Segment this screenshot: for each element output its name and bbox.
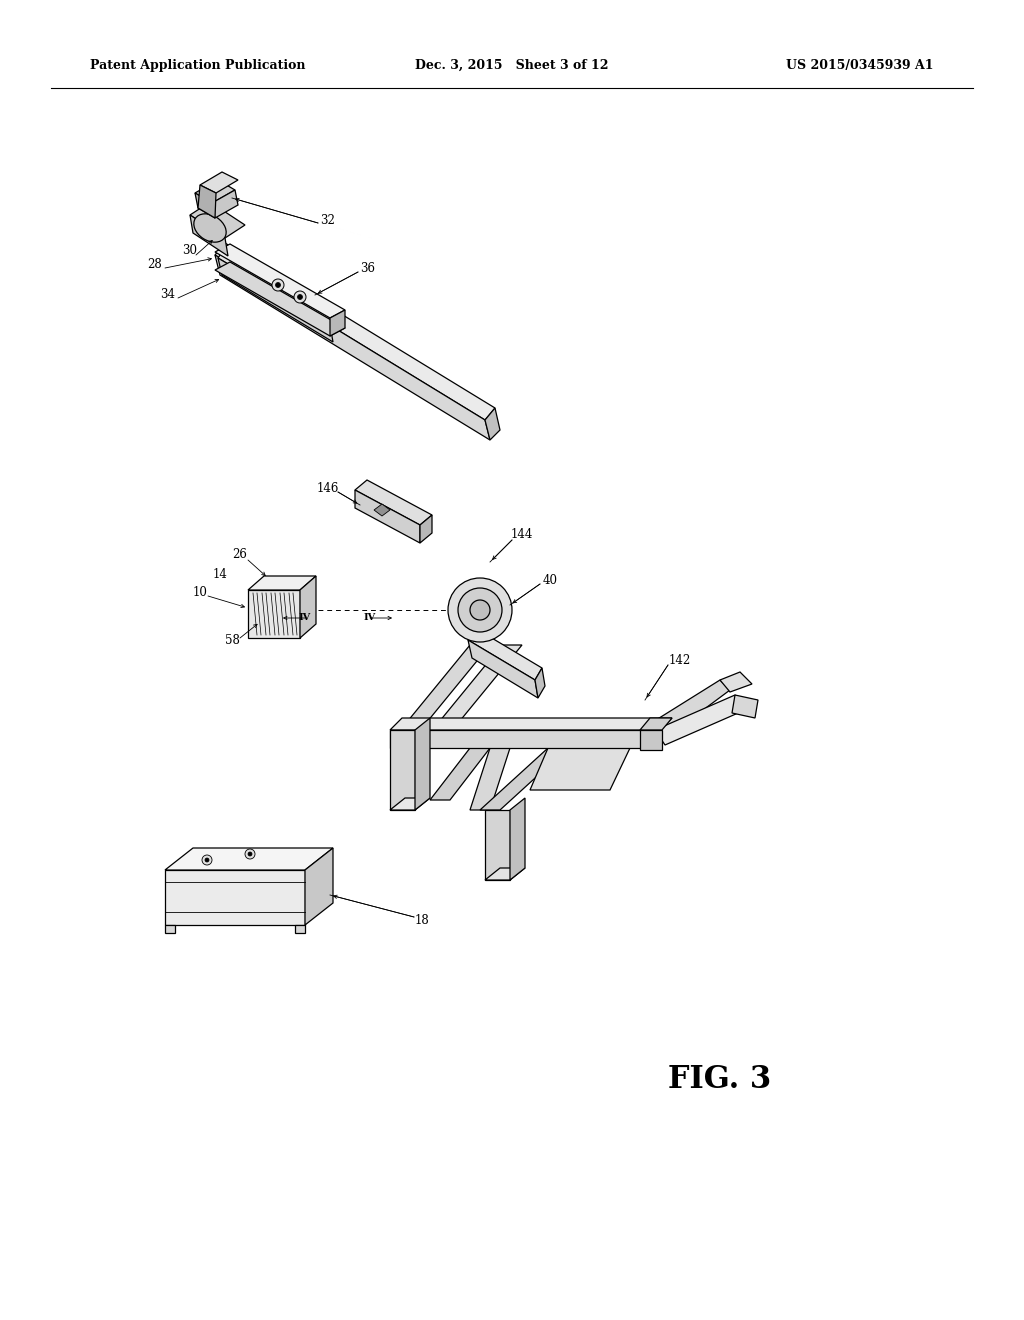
Polygon shape: [398, 733, 418, 748]
Circle shape: [470, 601, 490, 620]
Polygon shape: [215, 243, 495, 420]
Polygon shape: [295, 925, 305, 933]
Polygon shape: [165, 925, 175, 933]
Polygon shape: [215, 244, 345, 318]
Polygon shape: [732, 696, 758, 718]
Text: Dec. 3, 2015   Sheet 3 of 12: Dec. 3, 2015 Sheet 3 of 12: [416, 58, 608, 71]
Ellipse shape: [194, 214, 226, 242]
Polygon shape: [374, 504, 390, 516]
Polygon shape: [195, 180, 234, 203]
Polygon shape: [480, 748, 568, 810]
Text: 18: 18: [415, 913, 429, 927]
Polygon shape: [390, 799, 430, 810]
Polygon shape: [190, 202, 245, 238]
Polygon shape: [190, 215, 228, 256]
Polygon shape: [390, 718, 672, 730]
Polygon shape: [398, 645, 490, 733]
Polygon shape: [248, 590, 300, 638]
Polygon shape: [468, 640, 538, 698]
Text: 26: 26: [232, 549, 248, 561]
Text: FIG. 3: FIG. 3: [669, 1064, 772, 1096]
Polygon shape: [218, 246, 338, 325]
Circle shape: [294, 290, 306, 304]
Circle shape: [449, 578, 512, 642]
Polygon shape: [470, 748, 510, 810]
Polygon shape: [640, 680, 730, 742]
Polygon shape: [165, 847, 333, 870]
Polygon shape: [485, 869, 525, 880]
Text: 58: 58: [224, 634, 240, 647]
Polygon shape: [305, 847, 333, 925]
Text: 30: 30: [182, 243, 198, 256]
Text: IV: IV: [299, 614, 311, 623]
Polygon shape: [720, 672, 752, 692]
Polygon shape: [510, 799, 525, 880]
Circle shape: [458, 587, 502, 632]
Polygon shape: [165, 870, 305, 925]
Polygon shape: [330, 310, 345, 337]
Polygon shape: [355, 490, 420, 543]
Polygon shape: [530, 748, 630, 789]
Circle shape: [202, 855, 212, 865]
Text: 10: 10: [193, 586, 208, 599]
Polygon shape: [655, 696, 745, 744]
Text: 142: 142: [669, 653, 691, 667]
Polygon shape: [415, 718, 430, 810]
Polygon shape: [468, 628, 542, 680]
Polygon shape: [248, 576, 316, 590]
Polygon shape: [640, 730, 662, 750]
Polygon shape: [430, 748, 490, 800]
Polygon shape: [195, 193, 215, 218]
Circle shape: [272, 279, 284, 290]
Polygon shape: [430, 645, 522, 733]
Polygon shape: [212, 190, 238, 218]
Text: 40: 40: [543, 573, 557, 586]
Text: 28: 28: [147, 259, 163, 272]
Polygon shape: [215, 261, 345, 337]
Polygon shape: [215, 255, 490, 440]
Text: 14: 14: [213, 569, 227, 582]
Circle shape: [248, 851, 252, 855]
Polygon shape: [300, 576, 316, 638]
Circle shape: [298, 294, 302, 300]
Text: 32: 32: [321, 214, 336, 227]
Text: 36: 36: [360, 261, 376, 275]
Polygon shape: [218, 257, 333, 342]
Text: Patent Application Publication: Patent Application Publication: [90, 58, 305, 71]
Text: IV: IV: [364, 614, 376, 623]
Polygon shape: [535, 668, 545, 698]
Text: US 2015/0345939 A1: US 2015/0345939 A1: [786, 58, 934, 71]
Polygon shape: [390, 730, 660, 748]
Circle shape: [275, 282, 281, 288]
Text: 144: 144: [511, 528, 534, 541]
Polygon shape: [390, 730, 415, 810]
Polygon shape: [485, 810, 510, 880]
Polygon shape: [420, 515, 432, 543]
Text: 34: 34: [161, 289, 175, 301]
Polygon shape: [485, 408, 500, 440]
Polygon shape: [640, 718, 672, 730]
Text: 146: 146: [316, 482, 339, 495]
Circle shape: [205, 858, 209, 862]
Polygon shape: [198, 185, 216, 218]
Polygon shape: [200, 172, 238, 193]
Circle shape: [245, 849, 255, 859]
Polygon shape: [355, 480, 432, 525]
